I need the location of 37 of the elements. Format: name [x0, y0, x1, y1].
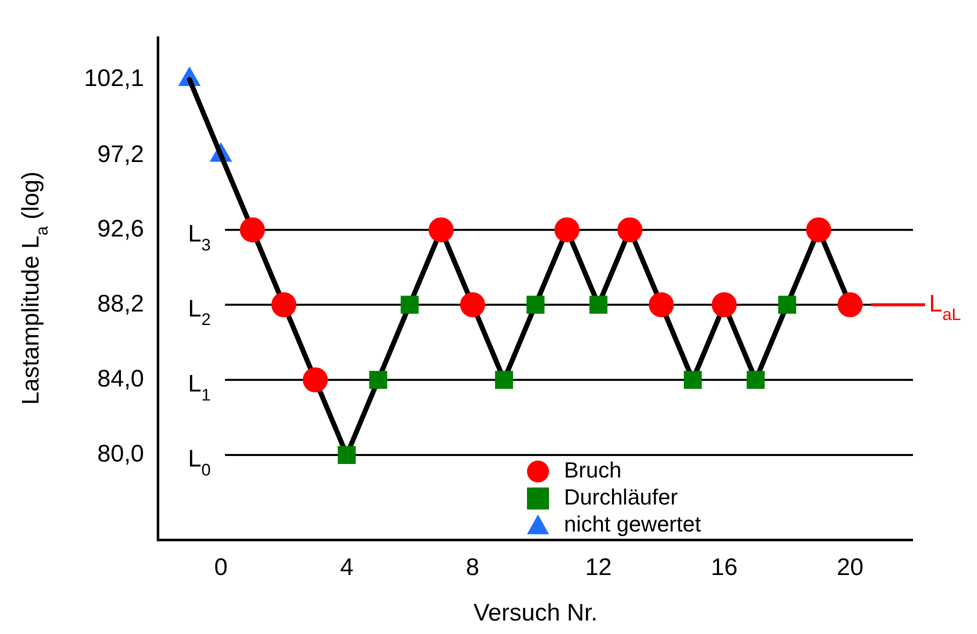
y-tick-label: 88,2: [97, 290, 144, 318]
point: [369, 370, 388, 389]
point: [460, 292, 486, 318]
point: [648, 292, 674, 318]
x-tick-label: 8: [466, 554, 480, 582]
point: [495, 370, 514, 389]
y-axis-title: Lastamplitude La (log): [18, 171, 52, 405]
y-tick-label: 97,2: [97, 140, 144, 168]
x-axis-title: Versuch Nr.: [473, 600, 598, 627]
point: [617, 217, 642, 242]
x-tick-label: 16: [710, 554, 738, 582]
legend-label: Bruch: [564, 458, 622, 483]
point: [554, 217, 580, 242]
y-tick-label: 92,6: [97, 215, 144, 242]
point: [338, 446, 356, 464]
y-tick-label: 80,0: [97, 440, 144, 468]
y-tick-label: 102,1: [84, 65, 144, 92]
point: [400, 296, 419, 314]
point: [746, 370, 765, 389]
point: [589, 296, 608, 314]
x-tick-label: 12: [585, 554, 612, 582]
x-tick-label: 20: [836, 554, 864, 582]
legend-label: Durchläufer: [564, 484, 678, 510]
point: [271, 292, 296, 318]
x-tick-label: 0: [214, 554, 228, 582]
x-tick-label: 4: [340, 554, 354, 582]
point: [428, 217, 454, 242]
point: [778, 296, 796, 314]
point: [838, 292, 863, 318]
y-tick-label: 84,0: [97, 365, 144, 392]
point: [684, 370, 702, 389]
point: [712, 292, 737, 318]
point: [240, 217, 265, 242]
point: [302, 367, 328, 392]
point: [806, 217, 832, 242]
legend-label: nicht gewertet: [564, 512, 701, 537]
point: [526, 296, 544, 314]
